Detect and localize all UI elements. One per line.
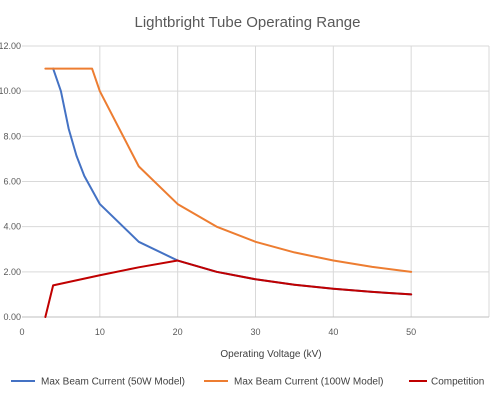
chart-title: Lightbright Tube Operating Range: [135, 14, 361, 31]
y-tick-label: 2.00: [3, 267, 21, 277]
series-layer: [44, 67, 413, 318]
y-tick-label: 12.00: [0, 41, 21, 51]
x-tick-label: 10: [95, 327, 105, 337]
legend-label-2: Max Beam Current (100W Model): [234, 377, 384, 388]
x-axis-title: Operating Voltage (kV): [220, 349, 321, 360]
grid-layer: [22, 45, 490, 317]
x-tick-label: 30: [250, 327, 260, 337]
legend: Max Beam Current (50W Model) Max Beam Cur…: [11, 377, 484, 388]
y-tick-label: 6.00: [3, 177, 21, 187]
x-tick-label: 50: [406, 327, 416, 337]
series-line-3: [44, 259, 413, 318]
x-tick-label: 20: [173, 327, 183, 337]
series-line-2: [44, 67, 413, 273]
y-tick-label: 10.00: [0, 86, 21, 96]
tick-layer: 0.00 2.00 4.00 6.00 8.00 10.00 12.00 0 10 20 30 40 5…: [0, 41, 416, 337]
y-tick-label: 4.00: [3, 222, 21, 232]
x-tick-label: 0: [19, 327, 24, 337]
y-tick-label: 8.00: [3, 131, 21, 141]
legend-label-1: Max Beam Current (50W Model): [41, 377, 185, 388]
legend-label-3: Competition: [431, 377, 484, 388]
y-tick-label: 0.00: [3, 312, 21, 322]
x-tick-label: 40: [328, 327, 338, 337]
